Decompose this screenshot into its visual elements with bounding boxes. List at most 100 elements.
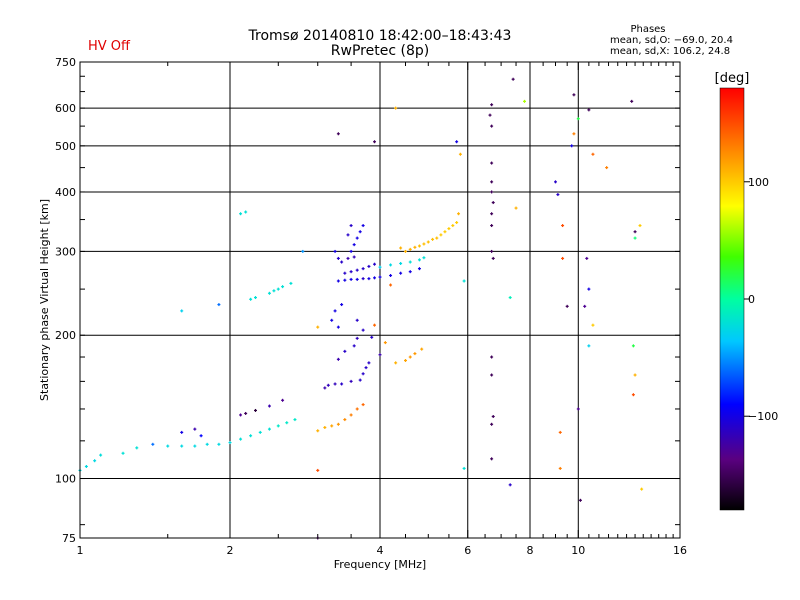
y-tick-label: 750 bbox=[55, 56, 76, 69]
data-point bbox=[570, 144, 574, 148]
colorbar-tick-label: 100 bbox=[748, 176, 769, 189]
data-point bbox=[217, 442, 221, 446]
data-point bbox=[633, 230, 637, 234]
data-point bbox=[316, 325, 320, 329]
data-point bbox=[340, 382, 344, 386]
data-point bbox=[630, 99, 634, 103]
data-point bbox=[565, 304, 569, 308]
data-point bbox=[458, 152, 462, 156]
data-point bbox=[272, 289, 276, 293]
data-point bbox=[417, 244, 421, 248]
data-point bbox=[121, 451, 125, 455]
data-point bbox=[293, 418, 297, 422]
data-point bbox=[556, 193, 560, 197]
phases-o-stats: mean, sd,O: −69.0, 20.4 bbox=[610, 35, 733, 46]
data-point bbox=[267, 291, 271, 295]
data-point bbox=[326, 383, 330, 387]
data-point bbox=[336, 279, 340, 283]
data-point bbox=[349, 277, 353, 281]
data-point bbox=[258, 430, 262, 434]
data-point bbox=[301, 249, 305, 253]
data-point bbox=[355, 277, 359, 281]
colorbar-tick-label: 0 bbox=[748, 293, 755, 306]
axis-ticks: 1 2 4 6 8 10 16 75 100 200 300 400 500 600 750 bbox=[55, 56, 687, 557]
data-point bbox=[631, 344, 635, 348]
data-point bbox=[394, 361, 398, 365]
data-point bbox=[323, 386, 327, 390]
data-point bbox=[491, 256, 495, 260]
data-point bbox=[276, 424, 280, 428]
data-point bbox=[244, 411, 248, 415]
data-point bbox=[352, 243, 356, 247]
data-point bbox=[349, 379, 353, 383]
data-point bbox=[361, 372, 365, 376]
data-point bbox=[355, 236, 359, 240]
data-point bbox=[399, 261, 403, 265]
data-point bbox=[336, 422, 340, 426]
data-point bbox=[383, 341, 387, 345]
data-point bbox=[490, 124, 494, 128]
chart-title: Tromsø 20140810 18:42:00–18:43:43 bbox=[248, 28, 512, 44]
data-point bbox=[413, 245, 417, 249]
data-point bbox=[508, 296, 512, 300]
grid-lines bbox=[80, 62, 680, 538]
data-point bbox=[373, 262, 377, 266]
data-point bbox=[349, 413, 353, 417]
data-point bbox=[340, 260, 344, 264]
data-point bbox=[558, 466, 562, 470]
data-point bbox=[399, 271, 403, 275]
y-tick-label: 300 bbox=[55, 245, 76, 258]
data-point bbox=[205, 442, 209, 446]
data-point bbox=[490, 212, 494, 216]
data-point bbox=[84, 464, 88, 468]
data-point bbox=[488, 113, 492, 117]
data-point bbox=[413, 352, 417, 356]
data-point bbox=[349, 270, 353, 274]
colorbar-gradient bbox=[719, 87, 745, 511]
data-point bbox=[367, 277, 371, 281]
data-point bbox=[346, 256, 350, 260]
data-point bbox=[633, 236, 637, 240]
data-point bbox=[511, 77, 515, 81]
data-point bbox=[323, 425, 327, 429]
x-tick-label: 16 bbox=[673, 544, 687, 557]
phases-x-stats: mean, sd,X: 106.2, 24.8 bbox=[610, 46, 730, 57]
data-point bbox=[289, 281, 293, 285]
data-point bbox=[490, 103, 494, 107]
data-point bbox=[373, 276, 377, 280]
data-point bbox=[239, 413, 243, 417]
data-point bbox=[631, 393, 635, 397]
x-tick-label: 4 bbox=[377, 544, 384, 557]
data-point bbox=[455, 221, 459, 225]
data-point bbox=[443, 230, 447, 234]
data-point bbox=[490, 190, 494, 194]
data-point bbox=[336, 132, 340, 136]
y-tick-label: 75 bbox=[62, 532, 76, 545]
data-point bbox=[491, 414, 495, 418]
chart-subtitle: RwPretec (8p) bbox=[331, 43, 429, 59]
data-point bbox=[605, 166, 609, 170]
data-point bbox=[422, 256, 426, 260]
data-point bbox=[585, 256, 589, 260]
data-point bbox=[490, 249, 494, 253]
data-point bbox=[349, 249, 353, 253]
data-point bbox=[135, 446, 139, 450]
data-point bbox=[378, 275, 382, 279]
data-point bbox=[587, 108, 591, 112]
plot-border bbox=[79, 61, 681, 539]
data-point bbox=[490, 457, 494, 461]
data-point bbox=[166, 444, 170, 448]
data-point bbox=[281, 398, 285, 402]
data-point bbox=[514, 206, 518, 210]
data-point bbox=[180, 444, 184, 448]
data-point bbox=[228, 441, 232, 445]
data-point bbox=[367, 361, 371, 365]
data-point bbox=[249, 297, 253, 301]
x-tick-label: 1 bbox=[77, 544, 84, 557]
data-point bbox=[490, 422, 494, 426]
plot-frame bbox=[79, 61, 681, 539]
data-point bbox=[367, 264, 371, 268]
data-point bbox=[355, 268, 359, 272]
data-point bbox=[343, 418, 347, 422]
data-point bbox=[199, 434, 203, 438]
